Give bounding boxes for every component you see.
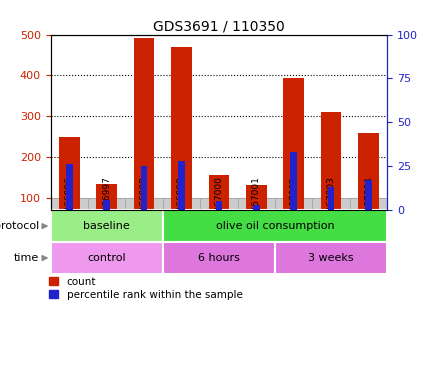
Text: GSM266997: GSM266997 bbox=[102, 177, 111, 232]
Bar bbox=[365, 180, 372, 210]
Bar bbox=[51, 210, 163, 242]
Text: GSM267000: GSM267000 bbox=[214, 177, 224, 232]
Bar bbox=[103, 200, 110, 210]
Bar bbox=[88, 198, 125, 210]
Text: protocol: protocol bbox=[0, 221, 40, 231]
Bar bbox=[163, 198, 200, 210]
Legend: count, percentile rank within the sample: count, percentile rank within the sample bbox=[49, 276, 242, 300]
Bar bbox=[59, 137, 80, 239]
Text: 6 hours: 6 hours bbox=[198, 253, 240, 263]
Bar bbox=[328, 187, 334, 210]
Text: time: time bbox=[14, 253, 40, 263]
Bar bbox=[238, 198, 275, 210]
Bar bbox=[141, 166, 147, 210]
Text: olive oil consumption: olive oil consumption bbox=[216, 221, 334, 231]
Text: GSM266999: GSM266999 bbox=[177, 177, 186, 232]
Bar bbox=[125, 198, 163, 210]
Title: GDS3691 / 110350: GDS3691 / 110350 bbox=[153, 20, 285, 33]
Bar bbox=[178, 161, 185, 210]
Bar bbox=[66, 164, 73, 210]
Bar bbox=[216, 201, 222, 210]
Text: GSM266998: GSM266998 bbox=[139, 177, 149, 232]
Bar bbox=[246, 185, 267, 239]
Bar bbox=[51, 198, 88, 210]
Text: GSM266996: GSM266996 bbox=[65, 177, 74, 232]
Bar bbox=[275, 198, 312, 210]
Text: GSM267004: GSM267004 bbox=[364, 177, 373, 232]
Text: GSM267001: GSM267001 bbox=[252, 177, 261, 232]
Bar bbox=[163, 210, 387, 242]
Bar bbox=[163, 242, 275, 274]
Text: GSM267002: GSM267002 bbox=[289, 177, 298, 232]
Bar bbox=[51, 242, 163, 274]
Bar bbox=[321, 112, 341, 239]
Text: baseline: baseline bbox=[83, 221, 130, 231]
Bar bbox=[350, 198, 387, 210]
Bar bbox=[358, 133, 379, 239]
Text: control: control bbox=[88, 253, 126, 263]
Text: GSM267003: GSM267003 bbox=[326, 177, 336, 232]
Bar bbox=[200, 198, 238, 210]
Bar bbox=[253, 205, 260, 210]
Bar bbox=[96, 184, 117, 239]
Bar bbox=[275, 242, 387, 274]
Bar bbox=[283, 78, 304, 239]
Text: 3 weeks: 3 weeks bbox=[308, 253, 354, 263]
Bar bbox=[209, 175, 229, 239]
Bar bbox=[312, 198, 350, 210]
Bar bbox=[290, 152, 297, 210]
Bar bbox=[171, 47, 192, 239]
Bar bbox=[134, 38, 154, 239]
